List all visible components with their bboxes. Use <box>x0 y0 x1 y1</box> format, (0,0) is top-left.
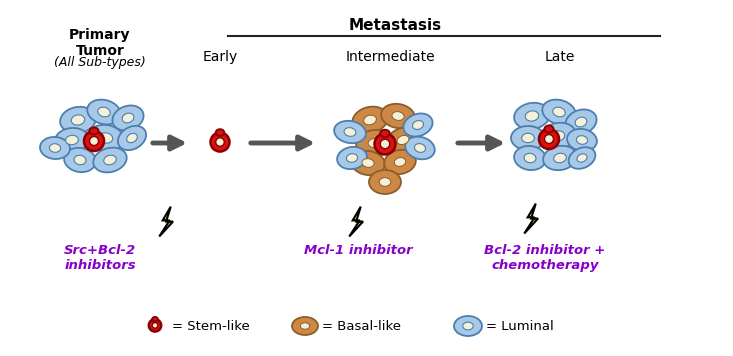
Ellipse shape <box>104 155 117 165</box>
Ellipse shape <box>88 125 124 151</box>
Ellipse shape <box>152 323 158 328</box>
Ellipse shape <box>127 134 137 143</box>
Ellipse shape <box>397 135 409 145</box>
Ellipse shape <box>353 106 388 134</box>
Text: Intermediate: Intermediate <box>345 50 435 64</box>
Ellipse shape <box>405 137 435 159</box>
Ellipse shape <box>216 138 224 146</box>
Ellipse shape <box>545 135 553 143</box>
Ellipse shape <box>152 317 158 321</box>
Ellipse shape <box>577 154 587 162</box>
Ellipse shape <box>149 319 161 331</box>
Ellipse shape <box>87 100 121 124</box>
Ellipse shape <box>301 323 309 329</box>
Ellipse shape <box>514 103 550 129</box>
Ellipse shape <box>118 126 146 150</box>
Ellipse shape <box>337 147 367 169</box>
Ellipse shape <box>362 159 374 167</box>
Ellipse shape <box>553 153 567 163</box>
Text: Primary
Tumor: Primary Tumor <box>69 28 130 58</box>
Ellipse shape <box>334 121 366 143</box>
Ellipse shape <box>364 115 376 125</box>
Polygon shape <box>349 206 363 236</box>
Ellipse shape <box>368 138 382 148</box>
Text: Late: Late <box>545 50 575 64</box>
Ellipse shape <box>553 107 565 117</box>
Ellipse shape <box>569 147 595 169</box>
Ellipse shape <box>89 136 98 146</box>
Ellipse shape <box>526 111 539 121</box>
Ellipse shape <box>394 158 405 166</box>
Text: Mcl-1 inhibitor: Mcl-1 inhibitor <box>303 244 412 257</box>
Ellipse shape <box>99 133 113 143</box>
Ellipse shape <box>543 146 577 170</box>
Ellipse shape <box>351 151 385 175</box>
Ellipse shape <box>97 107 110 117</box>
Ellipse shape <box>55 128 89 152</box>
Ellipse shape <box>379 178 391 186</box>
Ellipse shape <box>540 123 576 149</box>
Ellipse shape <box>344 128 356 136</box>
Ellipse shape <box>542 100 575 124</box>
Ellipse shape <box>524 153 536 163</box>
Ellipse shape <box>292 317 318 335</box>
Ellipse shape <box>567 129 597 151</box>
Ellipse shape <box>545 126 553 132</box>
Ellipse shape <box>66 135 78 145</box>
Ellipse shape <box>551 131 564 141</box>
Ellipse shape <box>112 105 144 131</box>
Ellipse shape <box>369 170 401 194</box>
Ellipse shape <box>49 144 61 152</box>
Ellipse shape <box>539 129 559 149</box>
Ellipse shape <box>84 131 104 151</box>
Text: = Basal-like: = Basal-like <box>322 319 401 333</box>
Ellipse shape <box>576 136 588 144</box>
Ellipse shape <box>216 129 224 136</box>
Ellipse shape <box>40 137 70 159</box>
Ellipse shape <box>413 121 424 130</box>
Ellipse shape <box>414 143 426 152</box>
Text: = Luminal: = Luminal <box>486 319 553 333</box>
Text: Bcl-2 inhibitor +
chemotherapy: Bcl-2 inhibitor + chemotherapy <box>485 244 605 272</box>
Ellipse shape <box>522 133 534 143</box>
Polygon shape <box>524 204 538 234</box>
Ellipse shape <box>89 127 98 135</box>
Ellipse shape <box>386 127 419 153</box>
Ellipse shape <box>392 112 404 120</box>
Ellipse shape <box>565 109 597 135</box>
Ellipse shape <box>356 130 394 156</box>
Ellipse shape <box>384 150 416 174</box>
Text: (All Sub-types): (All Sub-types) <box>54 56 146 69</box>
Text: Src+Bcl-2
inhibitors: Src+Bcl-2 inhibitors <box>64 244 136 272</box>
Ellipse shape <box>381 104 415 128</box>
Text: = Stem-like: = Stem-like <box>172 319 250 333</box>
Ellipse shape <box>71 115 85 125</box>
Ellipse shape <box>380 130 390 137</box>
Text: Early: Early <box>202 50 237 64</box>
Ellipse shape <box>60 107 96 133</box>
Ellipse shape <box>93 148 127 172</box>
Ellipse shape <box>403 114 432 137</box>
Text: Metastasis: Metastasis <box>348 18 441 33</box>
Ellipse shape <box>375 134 396 155</box>
Ellipse shape <box>347 154 358 162</box>
Ellipse shape <box>122 113 134 123</box>
Ellipse shape <box>210 132 229 152</box>
Ellipse shape <box>454 316 482 336</box>
Ellipse shape <box>514 146 546 170</box>
Ellipse shape <box>74 155 86 165</box>
Ellipse shape <box>575 117 587 127</box>
Ellipse shape <box>380 139 390 149</box>
Ellipse shape <box>64 148 96 172</box>
Polygon shape <box>159 206 173 236</box>
Ellipse shape <box>511 126 545 150</box>
Ellipse shape <box>463 322 474 330</box>
